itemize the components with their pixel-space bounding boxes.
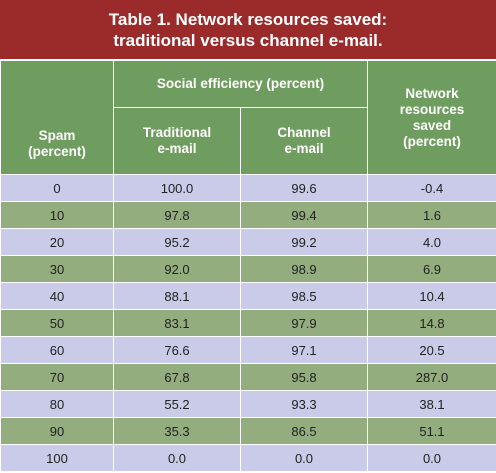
table-cell: 67.8	[113, 363, 241, 391]
header-cell: Traditional e-mail	[113, 107, 241, 175]
table-row: 90 35.3 86.5 51.1	[0, 417, 496, 445]
table-cell: 95.8	[240, 363, 368, 391]
header-cell: Network resources saved (percent)	[367, 60, 496, 175]
table-cell: 97.9	[240, 309, 368, 337]
title-line: traditional versus channel e-mail.	[113, 30, 383, 50]
header-group: Social efficiency (percent)	[113, 60, 368, 108]
table-cell: 76.6	[113, 336, 241, 364]
table-cell: 97.8	[113, 201, 241, 229]
table-row: 80 55.2 93.3 38.1	[0, 390, 496, 418]
table-cell: 97.1	[240, 336, 368, 364]
table-row: 100 0.0 0.0 0.0	[0, 444, 496, 472]
table-cell: 0.0	[367, 444, 496, 472]
table-cell: 93.3	[240, 390, 368, 418]
table-row: 60 76.6 97.1 20.5	[0, 336, 496, 364]
table-cell: -0.4	[367, 174, 496, 202]
table-cell: 1.6	[367, 201, 496, 229]
table-cell: 98.9	[240, 255, 368, 283]
table-cell: 86.5	[240, 417, 368, 445]
table-cell: 99.4	[240, 201, 368, 229]
header-cell: Spam (percent)	[0, 60, 114, 175]
table-cell: 6.9	[367, 255, 496, 283]
title-line: Table 1. Network resources saved:	[108, 9, 388, 29]
table-cell: 10.4	[367, 282, 496, 310]
table-cell: 0	[0, 174, 114, 202]
table-row: 70 67.8 95.8 287.0	[0, 363, 496, 391]
table-cell: 4.0	[367, 228, 496, 256]
table-row: 10 97.8 99.4 1.6	[0, 201, 496, 229]
table-title: Table 1. Network resources saved: tradit…	[0, 0, 496, 60]
table-body: 0 100.0 99.6 -0.4 10 97.8 99.4 1.6 20 95.2 99.2 4.0…	[0, 174, 496, 472]
table-cell: 99.2	[240, 228, 368, 256]
table-cell: 0.0	[113, 444, 241, 472]
header-cell: Channel e-mail	[240, 107, 368, 175]
table-cell: 99.6	[240, 174, 368, 202]
table-cell: 100.0	[113, 174, 241, 202]
table-cell: 50	[0, 309, 114, 337]
table-cell: 83.1	[113, 309, 241, 337]
table-cell: 70	[0, 363, 114, 391]
table-cell: 35.3	[113, 417, 241, 445]
table-cell: 10	[0, 201, 114, 229]
table: Spam (percent) Social efficiency (percen…	[0, 60, 496, 472]
table-cell: 14.8	[367, 309, 496, 337]
table-cell: 90	[0, 417, 114, 445]
table-row: 40 88.1 98.5 10.4	[0, 282, 496, 310]
table-cell: 95.2	[113, 228, 241, 256]
table-cell: 88.1	[113, 282, 241, 310]
table-cell: 0.0	[240, 444, 368, 472]
table-row: 20 95.2 99.2 4.0	[0, 228, 496, 256]
table-cell: 38.1	[367, 390, 496, 418]
table-cell: 100	[0, 444, 114, 472]
table-cell: 55.2	[113, 390, 241, 418]
table-cell: 80	[0, 390, 114, 418]
table-cell: 20.5	[367, 336, 496, 364]
table-cell: 51.1	[367, 417, 496, 445]
table-cell: 98.5	[240, 282, 368, 310]
table-cell: 30	[0, 255, 114, 283]
table-cell: 40	[0, 282, 114, 310]
table-cell: 92.0	[113, 255, 241, 283]
table-row: 30 92.0 98.9 6.9	[0, 255, 496, 283]
table-row: 50 83.1 97.9 14.8	[0, 309, 496, 337]
table-row: 0 100.0 99.6 -0.4	[0, 174, 496, 202]
table-cell: 60	[0, 336, 114, 364]
table-cell: 287.0	[367, 363, 496, 391]
table-cell: 20	[0, 228, 114, 256]
